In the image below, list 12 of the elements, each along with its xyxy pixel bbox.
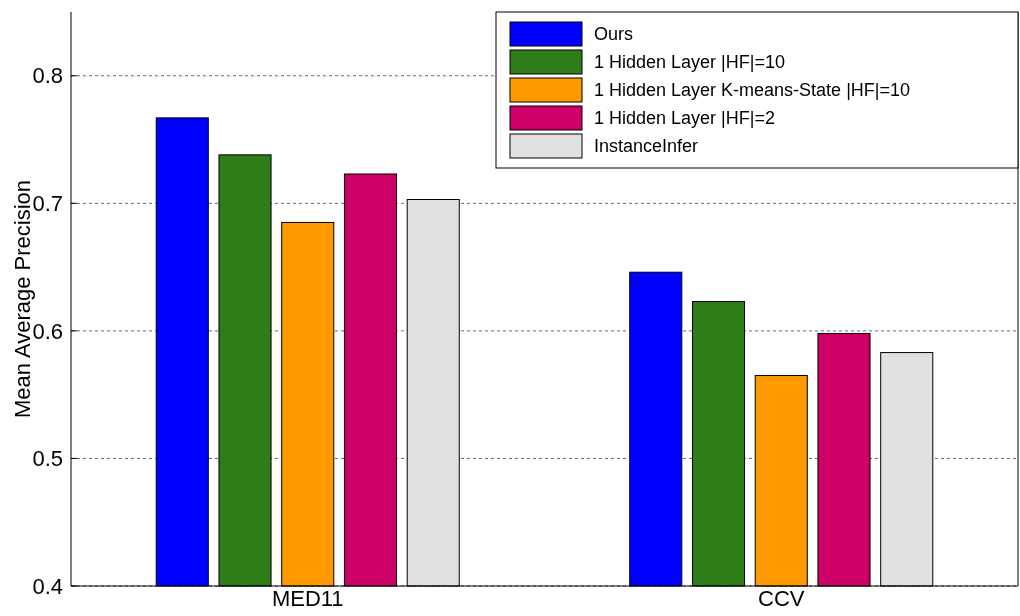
legend-label: 1 Hidden Layer K-means-State |HF|=10 (594, 80, 911, 101)
legend-label: 1 Hidden Layer |HF|=2 (594, 108, 775, 129)
y-tick-label: 0.7 (32, 191, 63, 217)
y-tick-label: 0.6 (32, 318, 63, 344)
y-tick-label: 0.5 (32, 446, 63, 472)
x-tick-label: MED11 (271, 586, 344, 611)
legend-label: 1 Hidden Layer |HF|=10 (594, 52, 785, 73)
x-tick-label: CCV (758, 586, 805, 611)
legend-label: InstanceInfer (594, 136, 699, 157)
y-tick-label: 0.4 (32, 573, 63, 599)
legend-label: Ours (594, 24, 634, 45)
y-tick-label: 0.8 (32, 63, 63, 89)
